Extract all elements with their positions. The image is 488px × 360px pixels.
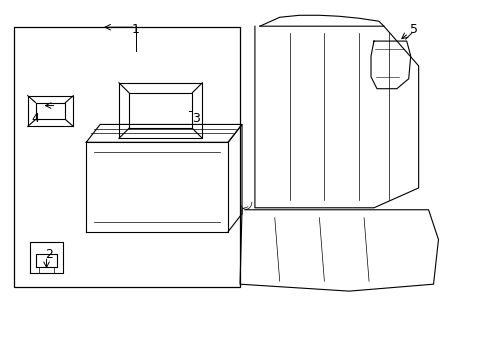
Text: 4: 4 xyxy=(32,112,40,125)
Text: 2: 2 xyxy=(45,248,53,261)
Text: 3: 3 xyxy=(192,112,200,125)
Text: 1: 1 xyxy=(132,23,140,36)
Text: 5: 5 xyxy=(409,23,417,36)
Bar xyxy=(14,27,240,287)
